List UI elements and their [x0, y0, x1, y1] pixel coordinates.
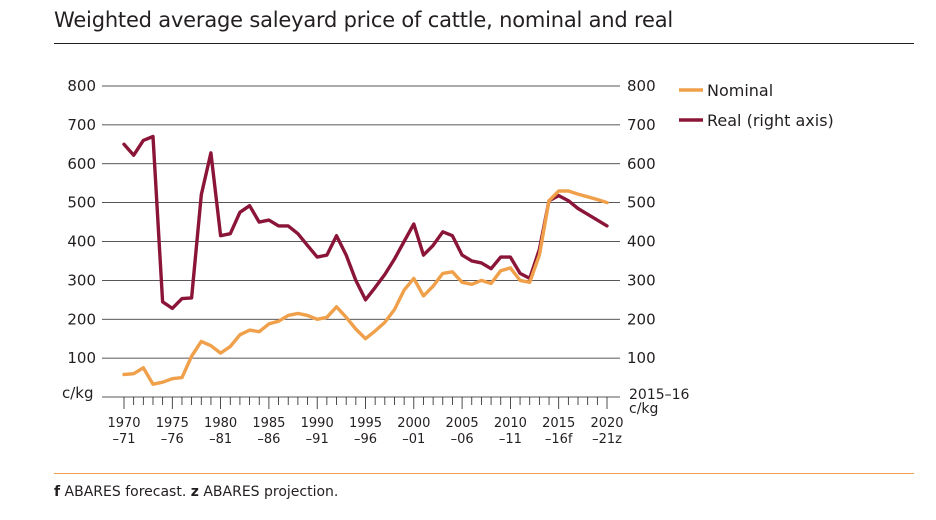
y-tick-label-right: 100 — [627, 349, 656, 367]
x-tick-label: 1970 — [107, 416, 140, 431]
y-tick-label-left: 400 — [67, 233, 96, 251]
x-tick-label: 1975 — [156, 416, 189, 431]
footnote-f-mark: f — [54, 484, 61, 500]
legend: Nominal Real (right axis) — [679, 81, 834, 130]
footnote-f-text: ABARES forecast. — [60, 484, 191, 500]
series-line-nominal — [122, 189, 609, 386]
y-axis-left: 100 200 300 400 500 600 700 800 — [67, 77, 96, 367]
y-axis-right: 100 200 300 400 500 600 700 800 — [627, 77, 656, 367]
y-tick-label-left: 700 — [67, 116, 96, 134]
footnote-z-mark: z — [190, 484, 199, 500]
x-tick-label-sub: –76 — [161, 432, 184, 447]
x-tick-label-sub: –16f — [545, 432, 573, 447]
y-tick-label-right: 400 — [627, 233, 656, 251]
title-rule — [54, 43, 914, 44]
x-tick-label-sub: –01 — [402, 432, 425, 447]
legend-label: Real (right axis) — [707, 111, 834, 130]
x-tick-label: 2000 — [397, 416, 430, 431]
y-tick-label-left: 300 — [67, 271, 96, 289]
chart-title: Weighted average saleyard price of cattl… — [54, 8, 674, 32]
x-tick-label: 1985 — [252, 416, 285, 431]
x-tick-label-sub: –81 — [209, 432, 232, 447]
series-line-real — [122, 134, 609, 311]
chart: 100 200 300 400 500 600 700 800 100 200 300 400 500… — [62, 77, 834, 447]
gridlines — [102, 85, 620, 359]
footnote: f ABARES forecast. z ABARES projection. — [54, 484, 338, 500]
x-tick-label: 1990 — [301, 416, 334, 431]
x-axis: 1970–711975–761980–811985–861990–911995–… — [102, 396, 624, 447]
y-tick-label-right: 700 — [627, 116, 656, 134]
y-tick-label-right: 300 — [627, 271, 656, 289]
y-tick-label-right: 600 — [627, 155, 656, 173]
y-tick-label-left: 200 — [67, 310, 96, 328]
y-tick-label-right: 200 — [627, 310, 656, 328]
x-tick-label-sub: –86 — [257, 432, 280, 447]
x-tick-label-sub: –06 — [451, 432, 474, 447]
x-tick-label: 1995 — [349, 416, 382, 431]
x-tick-label: 1980 — [204, 416, 237, 431]
footnote-z-text: ABARES projection. — [198, 484, 339, 500]
series-lines — [122, 134, 609, 386]
x-tick-label-sub: –71 — [112, 432, 135, 447]
x-tick-label: 2015 — [542, 416, 575, 431]
y-tick-label-left: 100 — [67, 349, 96, 367]
legend-label: Nominal — [707, 81, 773, 100]
x-tick-label: 2020 — [590, 416, 623, 431]
y-tick-label-right: 800 — [627, 77, 656, 95]
x-tick-label-sub: –21z — [592, 432, 622, 447]
y-tick-label-left: 800 — [67, 77, 96, 95]
x-tick-label-sub: –11 — [499, 432, 522, 447]
x-tick-label-sub: –91 — [306, 432, 329, 447]
y-unit-right-line2: c/kg — [629, 401, 658, 417]
y-tick-label-left: 500 — [67, 194, 96, 212]
y-unit-right-line1: 2015–16 — [629, 387, 690, 403]
x-tick-label-sub: –96 — [354, 432, 377, 447]
x-tick-label: 2010 — [494, 416, 527, 431]
x-tick-label: 2005 — [446, 416, 479, 431]
footnote-rule — [54, 473, 914, 474]
y-tick-label-right: 500 — [627, 194, 656, 212]
y-tick-label-left: 600 — [67, 155, 96, 173]
y-unit-left: c/kg — [62, 384, 94, 402]
